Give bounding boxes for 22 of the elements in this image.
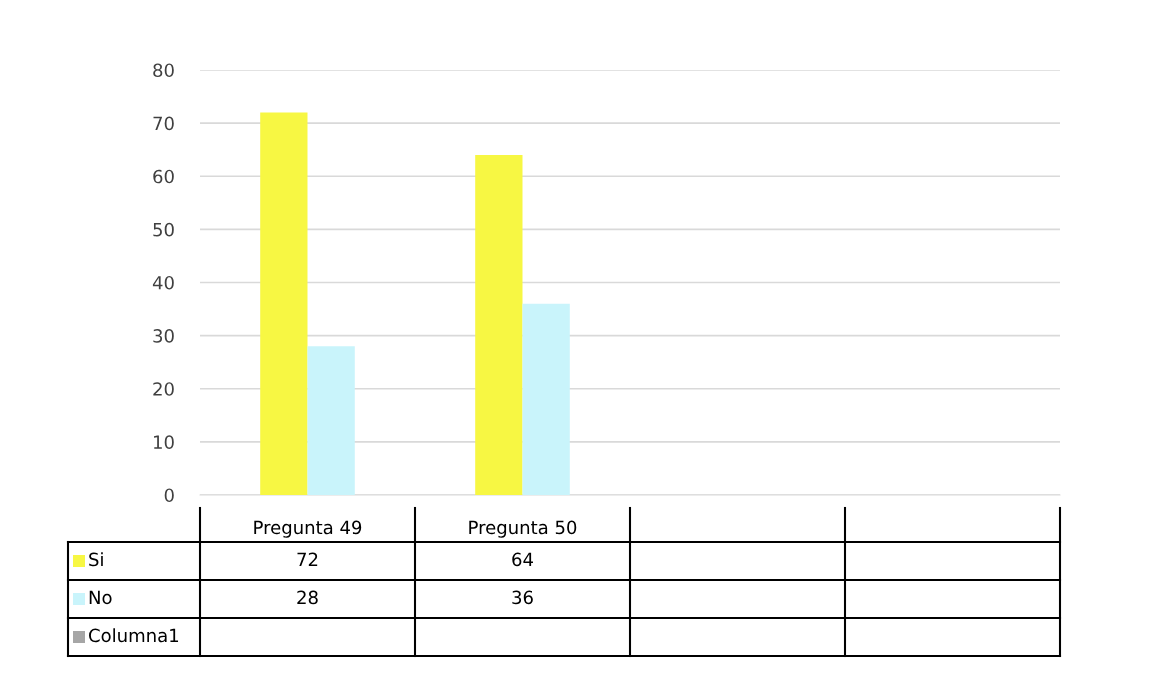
bar	[260, 112, 308, 495]
y-tick-label: 0	[164, 488, 174, 503]
y-tick-label: 20	[153, 382, 174, 396]
bar	[522, 303, 570, 495]
y-tick-label: 80	[153, 63, 174, 78]
y-tick-label: 10	[154, 435, 174, 449]
bar	[475, 155, 523, 495]
legend-label: Columna1	[89, 628, 179, 643]
y-tick-label: 50	[153, 222, 174, 237]
legend-label: Si	[89, 552, 103, 567]
data-label: 72	[297, 552, 318, 566]
x-tick-label: Pregunta 50	[469, 520, 577, 538]
y-tick-label: 60	[153, 169, 174, 184]
data-label: 28	[297, 590, 318, 605]
y-tick-label: 70	[153, 116, 174, 131]
data-label: 64	[512, 552, 533, 567]
y-tick-label: 40	[152, 275, 174, 290]
legend-label: No	[89, 590, 112, 605]
data-label: 36	[512, 590, 533, 605]
y-tick-label: 30	[153, 329, 174, 343]
x-tick-label: Pregunta 49	[254, 520, 362, 538]
bar	[307, 346, 355, 495]
